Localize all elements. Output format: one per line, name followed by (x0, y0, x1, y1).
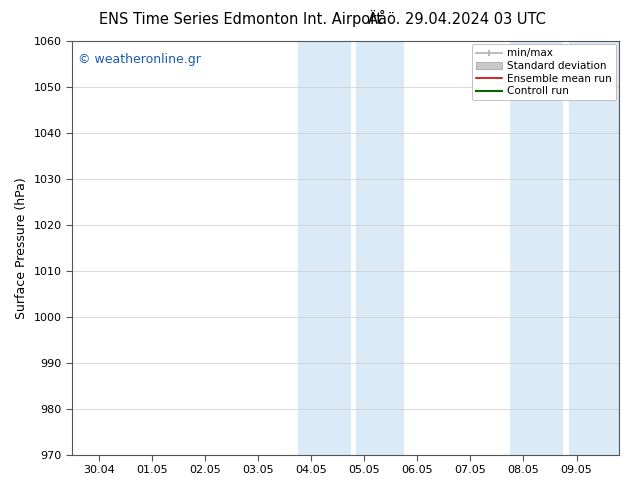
Bar (569, 41, 619, 455)
Bar (356, 41, 404, 455)
Text: © weatheronline.gr: © weatheronline.gr (77, 53, 200, 67)
Text: ENS Time Series Edmonton Int. Airport: ENS Time Series Edmonton Int. Airport (100, 12, 382, 27)
Bar (298, 41, 351, 455)
Text: Äåö. 29.04.2024 03 UTC: Äåö. 29.04.2024 03 UTC (368, 12, 545, 27)
Y-axis label: Surface Pressure (hPa): Surface Pressure (hPa) (15, 177, 28, 318)
Legend: min/max, Standard deviation, Ensemble mean run, Controll run: min/max, Standard deviation, Ensemble me… (472, 44, 616, 100)
Bar (510, 41, 563, 455)
